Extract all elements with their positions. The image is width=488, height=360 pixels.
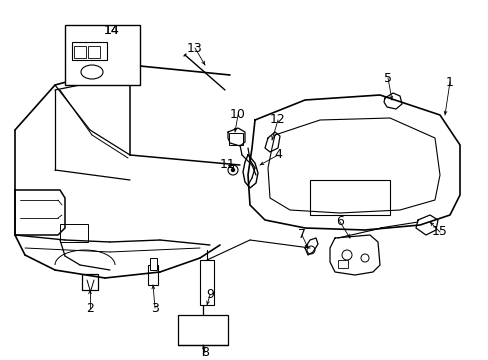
Text: 6: 6 (335, 216, 343, 229)
Text: 14: 14 (104, 23, 120, 36)
Bar (150, 258, 157, 270)
Bar (337, 260, 347, 268)
Text: 10: 10 (229, 108, 245, 121)
Text: 5: 5 (383, 72, 391, 85)
Text: 8: 8 (201, 346, 208, 359)
Bar (65, 25, 140, 85)
Text: 7: 7 (297, 229, 305, 242)
Bar (88, 46, 100, 58)
Text: 3: 3 (151, 301, 159, 315)
Text: 1: 1 (445, 76, 453, 89)
Text: 15: 15 (431, 225, 447, 238)
Circle shape (231, 168, 234, 171)
Text: 12: 12 (269, 113, 285, 126)
Bar (82, 274, 98, 290)
Bar (72, 42, 107, 60)
Text: 4: 4 (273, 148, 282, 162)
Text: 13: 13 (187, 41, 203, 54)
Bar (148, 265, 158, 285)
Bar (74, 46, 86, 58)
Text: 9: 9 (205, 288, 214, 301)
Bar (200, 260, 214, 305)
Text: 14: 14 (104, 23, 120, 36)
Bar (309, 180, 389, 215)
Text: 11: 11 (220, 158, 235, 171)
Bar (60, 224, 88, 242)
Bar (178, 315, 227, 345)
Ellipse shape (81, 65, 103, 79)
Bar (228, 133, 243, 145)
Text: 2: 2 (86, 301, 94, 315)
